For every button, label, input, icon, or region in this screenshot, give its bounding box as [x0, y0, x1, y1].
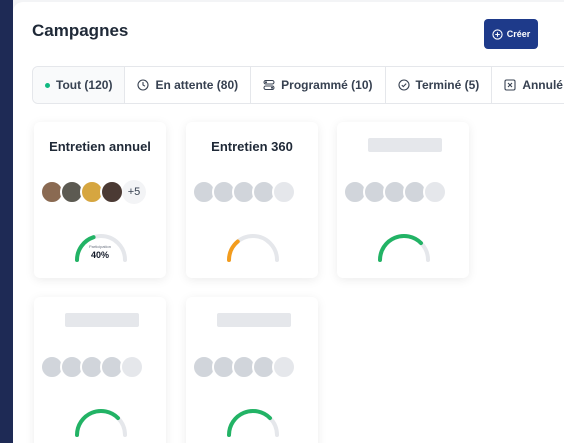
- plus-circle-icon: [492, 28, 503, 40]
- progress-gauge: [227, 234, 279, 262]
- gauge-track: [378, 234, 430, 262]
- gauge-fill: [227, 239, 240, 262]
- tab-label: Terminé (5): [415, 78, 480, 92]
- avatar-placeholder: [423, 180, 447, 204]
- green-dot-icon: [45, 82, 50, 88]
- tab-label: Programmé (10): [281, 78, 373, 92]
- title-placeholder: [65, 313, 139, 327]
- title-placeholder: [368, 138, 442, 152]
- toggles-icon: [263, 80, 275, 90]
- tab-label: En attente (80): [155, 78, 239, 92]
- avatar-placeholder: [80, 355, 104, 379]
- gauge-fill: [227, 409, 272, 437]
- avatar: [100, 180, 124, 204]
- campaign-card[interactable]: Entretien 360: [186, 122, 318, 278]
- gauge-track: [75, 409, 127, 437]
- campaign-title: Entretien annuel: [49, 139, 151, 154]
- campaign-card[interactable]: [186, 297, 318, 443]
- tab-label: Tout (120): [56, 78, 113, 92]
- gauge-fill: [378, 234, 423, 262]
- progress-gauge: [227, 409, 279, 437]
- tab-done[interactable]: Terminé (5): [386, 67, 493, 103]
- check-circle-icon: [397, 79, 410, 91]
- clock-icon: [137, 79, 150, 91]
- page-title: Campagnes: [32, 21, 129, 40]
- campaign-card[interactable]: [337, 122, 469, 278]
- tab-label: Annulé (: [522, 78, 564, 92]
- avatar-placeholder: [252, 180, 276, 204]
- avatar-placeholder: [272, 355, 296, 379]
- gauge-caption: Participation: [88, 244, 111, 249]
- x-square-icon: [504, 79, 516, 91]
- main-panel: Campagnes Créer Tout (120) En attente (8…: [13, 2, 564, 443]
- progress-gauge: [75, 234, 127, 262]
- create-button[interactable]: Créer: [484, 19, 538, 49]
- tab-all[interactable]: Tout (120): [33, 67, 126, 103]
- campaign-title: Entretien 360: [211, 139, 293, 154]
- progress-gauge: [378, 234, 430, 262]
- tab-scheduled[interactable]: Programmé (10): [251, 67, 386, 103]
- sidebar-edge: [0, 0, 13, 443]
- campaign-card[interactable]: Entretien annuel +5 Participation 40%: [34, 122, 166, 278]
- status-tabs: Tout (120) En attente (80) Programmé (10…: [32, 66, 564, 104]
- more-participants-count: +5: [122, 180, 146, 204]
- gauge-value: 40%: [90, 250, 109, 260]
- avatar-placeholder: [272, 180, 296, 204]
- tab-cancelled[interactable]: Annulé (: [492, 67, 564, 103]
- create-button-label: Créer: [506, 29, 531, 39]
- gauge-track: [227, 234, 279, 262]
- gauge-fill: [75, 235, 96, 262]
- progress-gauge: [75, 409, 127, 437]
- title-placeholder: [217, 313, 291, 327]
- tab-pending[interactable]: En attente (80): [125, 67, 252, 103]
- gauge-track: [227, 409, 279, 437]
- avatar-placeholder: [120, 355, 144, 379]
- gauge-fill: [75, 409, 120, 437]
- campaign-card[interactable]: [34, 297, 166, 443]
